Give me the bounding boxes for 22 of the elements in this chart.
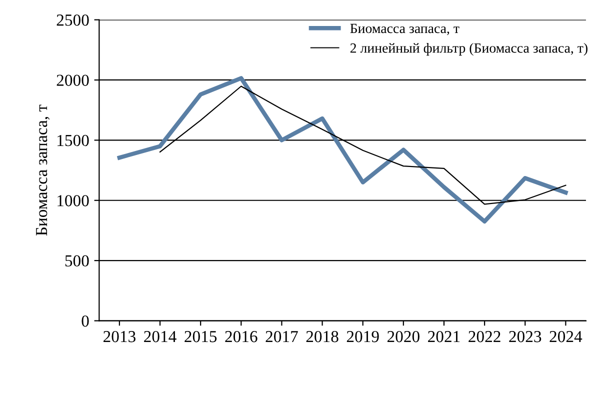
- legend-label: 2 линейный фильтр (Биомасса запаса, т): [350, 42, 588, 56]
- x-tick-label: 2020: [387, 330, 420, 342]
- x-tick-label: 2013: [104, 330, 136, 342]
- y-tick-label: 0: [82, 315, 89, 327]
- x-tick-label: 2022: [468, 330, 500, 342]
- line-series: [117, 76, 568, 224]
- x-tick-label: 2017: [266, 330, 298, 342]
- x-tick-label: 2015: [184, 330, 217, 342]
- y-tick-label: 2000: [56, 74, 89, 86]
- y-tick-label: 1500: [58, 134, 89, 146]
- x-tick-label: 2019: [346, 330, 379, 342]
- y-tick-label: 2500: [56, 14, 89, 26]
- legend-label: Биомасса запаса, т: [350, 24, 460, 36]
- y-tick-label: 500: [65, 255, 89, 267]
- x-tick-label: 2021: [428, 330, 460, 342]
- x-tick-label: 2023: [509, 330, 542, 342]
- x-tick-label: 2018: [306, 330, 338, 342]
- x-tick-label: 2016: [225, 330, 258, 342]
- y-axis-title: Биомасса запаса, т: [36, 104, 50, 236]
- x-tick-label: 2014: [144, 330, 176, 342]
- y-tick-label: 1000: [58, 195, 89, 206]
- x-tick-label: 2024: [550, 330, 582, 342]
